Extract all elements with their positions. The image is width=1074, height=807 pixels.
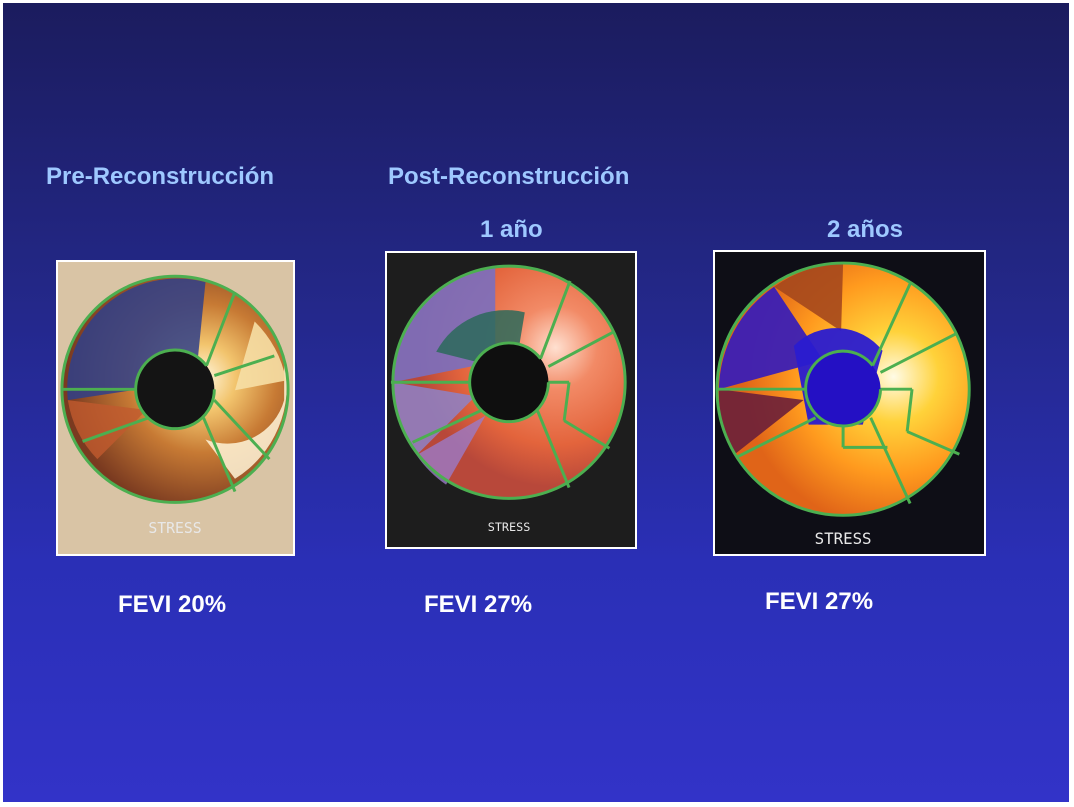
slide: Pre-Reconstrucción Post-Reconstrucción 1… <box>3 3 1069 802</box>
stress-label: STRESS <box>148 520 201 537</box>
fevi-post-1-year: FEVI 27% <box>424 591 533 618</box>
stress-label: STRESS <box>815 529 872 548</box>
polar-map-pre-image: STRESS <box>58 262 293 554</box>
fevi-post-2-years: FEVI 27% <box>765 588 874 615</box>
post-reconstruction-heading: Post-Reconstrucción <box>388 163 630 190</box>
two-years-heading: 2 años <box>827 216 904 243</box>
polar-map-pre: STRESS <box>56 260 295 556</box>
pre-reconstruction-heading: Pre-Reconstrucción <box>46 163 275 190</box>
polar-map-post-1-year-image: STRESS <box>387 253 635 547</box>
polar-map-post-2-years-image: STRESS <box>715 252 984 554</box>
polar-map-post-1-year: STRESS <box>385 251 637 549</box>
stress-label: STRESS <box>488 520 531 534</box>
fevi-pre: FEVI 20% <box>118 591 227 618</box>
one-year-heading: 1 año <box>480 216 543 243</box>
polar-map-post-2-years: STRESS <box>713 250 986 556</box>
